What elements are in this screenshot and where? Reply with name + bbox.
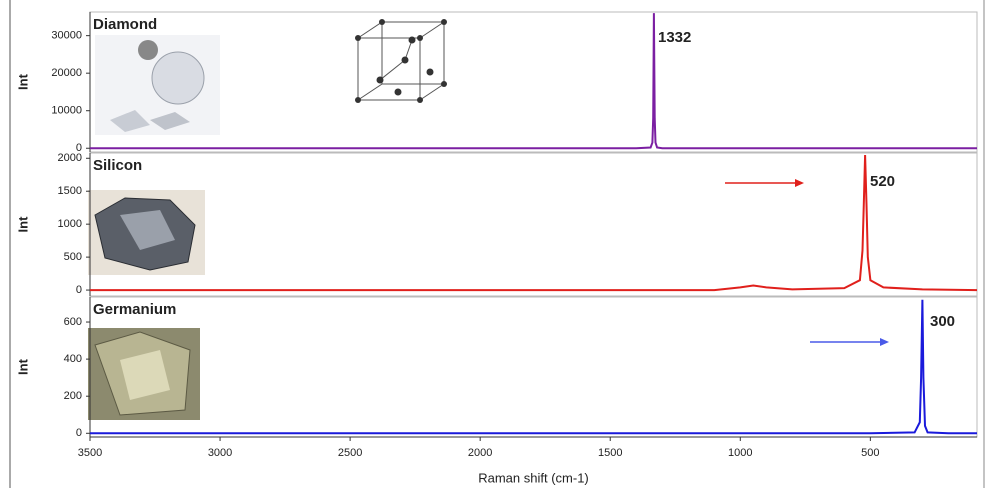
y-tick-label: 1500 <box>58 185 82 197</box>
peak-label: 1332 <box>658 29 691 46</box>
x-tick-label: 2500 <box>338 447 362 459</box>
y-tick-label: 0 <box>76 284 82 296</box>
spectrum-line <box>90 13 977 150</box>
y-tick-label: 2000 <box>58 152 82 164</box>
y-tick-label: 400 <box>64 353 82 365</box>
y-axis-label: Int <box>15 73 30 90</box>
y-tick-label: 600 <box>64 316 82 328</box>
plot-area <box>89 11 978 153</box>
y-tick-label: 200 <box>64 390 82 402</box>
arrow <box>725 179 804 187</box>
peak-label: 300 <box>930 313 955 330</box>
arrow <box>810 338 889 346</box>
crystal-structure <box>355 19 447 103</box>
y-tick-label: 20000 <box>51 67 82 79</box>
plot-area <box>89 152 978 297</box>
panel-title: Silicon <box>93 157 142 174</box>
y-axis-label: Int <box>15 216 30 233</box>
y-tick-label: 30000 <box>51 30 82 42</box>
y-tick-label: 500 <box>64 251 82 263</box>
x-axis-label: Raman shift (cm-1) <box>478 470 589 485</box>
y-tick-label: 1000 <box>58 218 82 230</box>
y-axis-label: Int <box>15 358 30 375</box>
panel-title: Diamond <box>93 16 157 33</box>
silicon-photo <box>88 190 205 275</box>
y-tick-label: 0 <box>76 427 82 439</box>
x-tick-label: 2000 <box>468 447 492 459</box>
spectrum-line <box>90 154 978 292</box>
diamond-photo <box>95 35 220 135</box>
peak-label: 520 <box>870 173 895 190</box>
x-tick-label: 3500 <box>78 447 102 459</box>
plot-area <box>89 296 978 438</box>
panel-title: Germanium <box>93 301 176 318</box>
germanium-photo <box>88 328 200 420</box>
y-tick-label: 0 <box>76 142 82 154</box>
x-tick-label: 1500 <box>598 447 622 459</box>
x-tick-label: 3000 <box>208 447 232 459</box>
spectrum-line <box>90 299 977 435</box>
x-tick-label: 500 <box>861 447 879 459</box>
y-tick-label: 10000 <box>51 105 82 117</box>
x-tick-label: 1000 <box>728 447 752 459</box>
